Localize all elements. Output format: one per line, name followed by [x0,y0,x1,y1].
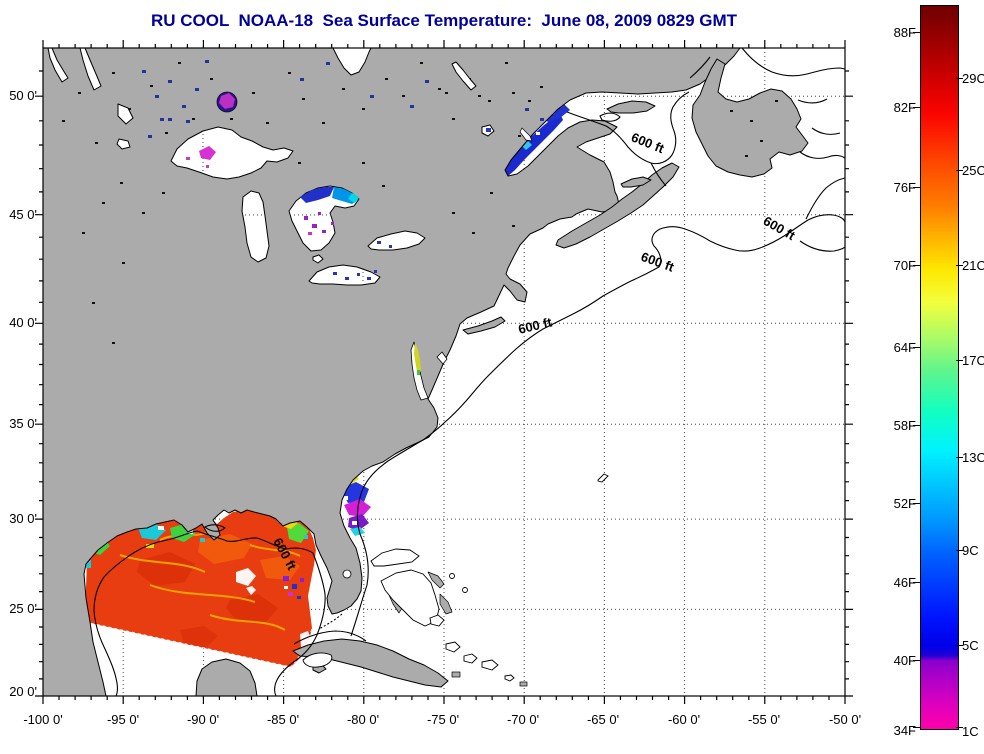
colorbar-label-21c: 21C [962,258,984,273]
lon-label-75w: -75 0' [426,712,460,727]
lake-michigan [241,190,270,263]
colorbar-label-88f: 88F [893,25,916,40]
lat-label-40: 40 0' [9,315,37,330]
colorbar-label-34f: 34F [893,723,916,738]
lat-label-20: 20 0' [9,684,37,699]
lake-winnipegosis [47,47,69,83]
lake-erie [308,264,381,286]
james-bay [332,47,372,76]
prince-edward-island [620,176,652,188]
contour-label-600ft-georges-bank: 600 ft [639,249,677,275]
colorbar-label-46f: 46F [893,575,916,590]
lon-label-85w: -85 0' [266,712,300,727]
lat-label-50: 50 0' [9,88,37,103]
colorbar-label-58f: 58F [893,418,916,433]
lake-superior [170,126,294,180]
colorbar-label-29c: 29C [962,71,984,86]
bathymetry-contours [93,47,846,697]
lat-label-35: 35 0' [9,416,37,431]
colorbar-label-82f: 82F [893,100,916,115]
axes-frame [35,40,853,704]
colorbar-label-52f: 52F [893,496,916,511]
little-bahama-bank [370,548,420,567]
small-lake-white-2 [116,138,131,150]
land-layer [42,47,809,697]
yucatan-peninsula [195,658,258,697]
small-lake-white-1 [117,103,134,125]
nova-scotia [555,162,680,249]
colorbar-label-5c: 5C [962,638,979,653]
eleuthera-cays [427,571,453,615]
newfoundland [691,58,809,178]
bahamas-and-banks [302,473,609,682]
colorbar-label-25c: 25C [962,163,984,178]
lon-label-60w: -60 0' [667,712,701,727]
colorbar-label-76f: 76F [893,180,916,195]
lake-okeechobee [342,569,352,579]
contour-label-600ft-gulf-st-lawrence: 600 ft [629,130,667,157]
lon-label-100w: -100 0' [23,712,63,727]
small-gray-islands [451,671,528,687]
cay-sal-bank [302,652,333,668]
chesapeake-sst-sliver [414,342,421,376]
colorbar-label-1c: 1C [962,724,979,739]
anticosti-island [606,100,656,114]
colorbar-label-13c: 13C [962,450,984,465]
colorbar-label-17c: 17C [962,353,984,368]
lake-winnipeg [79,47,102,91]
lake-ontario [367,230,426,251]
page-title: RU COOL NOAA-18 Sea Surface Temperature:… [150,11,738,30]
colorbar-label-64f: 64F [893,340,916,355]
bermuda [597,473,609,483]
sst-data-layer [46,104,570,668]
lat-label-25: 25 0' [9,601,37,616]
lake-sst-data [186,91,491,376]
lake-st-clair [312,254,324,264]
colorbar-label-9c: 9C [962,543,979,558]
lakes-layer [47,47,533,579]
lon-label-65w: -65 0' [586,712,620,727]
temperature-colorbar [920,5,959,730]
lon-label-90w: -90 0' [186,712,220,727]
cold-specks-florida-shelf [283,576,304,599]
long-island [462,316,506,335]
lon-label-80w: -80 0' [346,712,380,727]
lon-label-50w: -50 0' [828,712,862,727]
lat-label-30: 30 0' [9,511,37,526]
lon-label-55w: -55 0' [747,712,781,727]
colorbar-label-70f: 70F [893,258,916,273]
saguenay-river [519,127,533,142]
lake-mistassini [451,61,477,91]
se-bahamas-chain [429,614,515,682]
lon-label-95w: -95 0' [106,712,140,727]
cuba [292,638,449,688]
colorbar-label-40f: 40F [893,653,916,668]
lon-label-70w: -70 0' [506,712,540,727]
delaware-bay [436,351,448,365]
lat-label-45: 45 0' [9,207,37,222]
